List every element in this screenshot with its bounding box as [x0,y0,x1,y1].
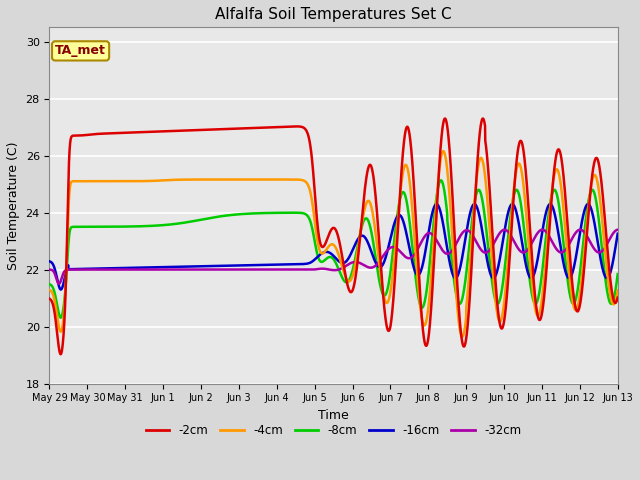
Title: Alfalfa Soil Temperatures Set C: Alfalfa Soil Temperatures Set C [215,7,452,22]
X-axis label: Time: Time [318,409,349,422]
Legend: -2cm, -4cm, -8cm, -16cm, -32cm: -2cm, -4cm, -8cm, -16cm, -32cm [141,420,526,442]
Text: TA_met: TA_met [55,44,106,58]
Y-axis label: Soil Temperature (C): Soil Temperature (C) [7,141,20,270]
